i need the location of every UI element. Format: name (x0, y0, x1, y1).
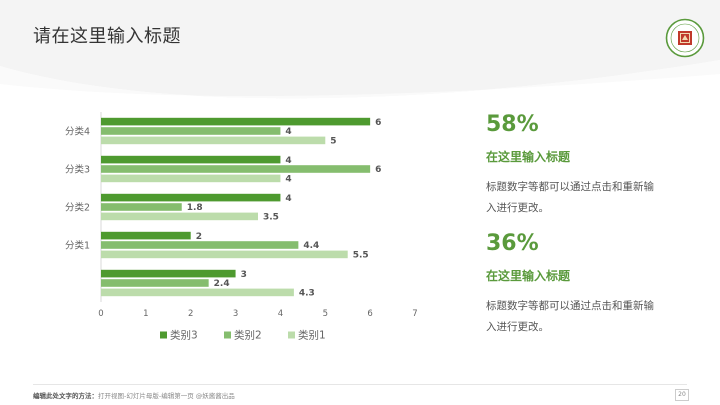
stat-value: 36% (486, 231, 539, 256)
category-tick-label: 分类4 (65, 126, 90, 138)
page-number: 20 (675, 389, 689, 401)
data-label: 4 (285, 156, 291, 166)
bar (101, 127, 281, 135)
data-label: 3.5 (263, 213, 279, 223)
university-seal-icon (665, 18, 705, 58)
bar (101, 288, 294, 297)
bar (101, 203, 182, 211)
footer-divider (33, 384, 687, 385)
stat-title: 在这里输入标题 (486, 269, 571, 283)
data-label: 2.4 (214, 279, 230, 289)
legend-label: 类别2 (234, 329, 262, 342)
stat-value: 58% (486, 112, 539, 137)
bar (101, 193, 281, 202)
bar (101, 269, 236, 278)
x-tick-label: 7 (412, 309, 417, 319)
data-label: 4.3 (299, 289, 315, 299)
bar (101, 279, 209, 287)
stat-description: 标题数字等都可以通过点击和重新输入进行更改。 (486, 181, 654, 214)
legend-swatch (160, 331, 167, 339)
legend-label: 类别3 (170, 329, 198, 342)
stat-description: 标题数字等都可以通过点击和重新输入进行更改。 (486, 300, 654, 333)
data-label: 3 (241, 270, 247, 280)
category-tick-label: 分类1 (65, 240, 90, 252)
stat-block-2: 36% 在这里输入标题 标题数字等都可以通过点击和重新输入进行更改。 (486, 231, 686, 338)
bar (101, 174, 281, 183)
legend-swatch (224, 331, 231, 339)
data-label: 5.5 (353, 251, 369, 261)
bar (101, 136, 326, 145)
category-tick-label: 分类2 (65, 202, 90, 214)
x-tick-label: 1 (143, 309, 148, 319)
stat-block-1: 58% 在这里输入标题 标题数字等都可以通过点击和重新输入进行更改。 (486, 112, 686, 219)
page-title: 请在这里输入标题 (33, 26, 181, 47)
x-tick-label: 0 (98, 309, 103, 319)
footer-text: 编辑此处文字的方法：打开视图-幻灯片母版-编辑第一页 @妖酱酱出品 (33, 390, 235, 400)
x-tick-label: 5 (323, 309, 328, 319)
data-label: 2 (196, 232, 202, 242)
footer: 编辑此处文字的方法：打开视图-幻灯片母版-编辑第一页 @妖酱酱出品 20 (0, 384, 720, 405)
x-tick-label: 6 (367, 309, 372, 319)
data-label: 6 (375, 165, 381, 175)
bar (101, 165, 371, 173)
data-label: 4 (285, 175, 291, 185)
data-label: 4.4 (303, 241, 319, 251)
stat-title: 在这里输入标题 (486, 150, 571, 164)
bar (101, 155, 281, 164)
x-tick-label: 4 (278, 309, 283, 319)
category-tick-label: 分类3 (65, 164, 90, 176)
data-label: 4 (285, 127, 291, 137)
data-label: 4 (285, 194, 291, 204)
legend-label: 类别1 (298, 329, 326, 342)
bar (101, 117, 371, 126)
bar (101, 212, 258, 221)
footer-instructions: 打开视图-幻灯片母版-编辑第一页 @妖酱酱出品 (98, 392, 235, 400)
x-tick-label: 3 (233, 309, 238, 319)
data-label: 6 (375, 118, 381, 128)
footer-label: 编辑此处文字的方法： (33, 392, 98, 400)
bar (101, 241, 299, 249)
data-label: 5 (330, 137, 336, 147)
legend-swatch (288, 331, 295, 339)
data-label: 1.8 (187, 203, 203, 213)
x-tick-label: 2 (188, 309, 193, 319)
bar (101, 250, 348, 259)
bar (101, 231, 191, 240)
